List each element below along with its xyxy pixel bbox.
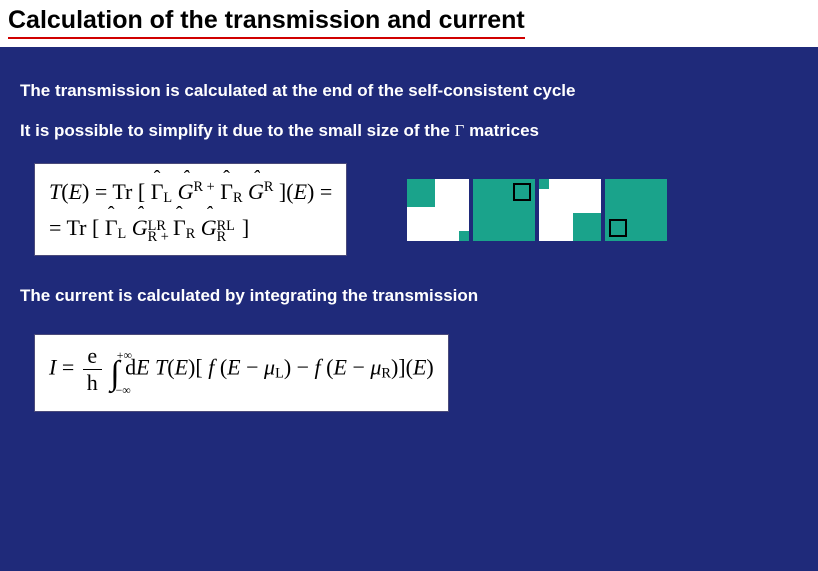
m1-block-br [459,231,469,241]
current-equation: I = e h ∫+∞−∞ dE T(E)[ f (E − μL) − f (E… [34,334,449,411]
eq1-gamma-L-sub: L [163,190,172,206]
eq1l2-G2-sub: RL [217,215,235,238]
m3-block-br [573,213,601,241]
m3-block-tl [539,179,549,189]
eq1l2-gamma-L: Γ [105,210,118,245]
eq2-ET: E T [136,355,167,380]
eq1l2-G2: G [201,210,217,245]
equation-row: T(E) = Tr [ ΓL GR + ΓR GR ](E) = = Tr [ … [0,163,818,256]
eq1l2-close: ] [242,215,249,240]
eq2-minus1: − [241,355,264,380]
eq1-lp: ( [61,179,68,204]
eq2-E2: E [227,355,240,380]
eq2-muR-sub: R [381,366,391,382]
eq1-gamma-R-sub: R [233,190,243,206]
eq2-rbr: )[ [188,355,203,380]
gamma-symbol: Γ [455,121,465,140]
eq2-lp3: ( [321,355,334,380]
eq1l2-gamma-R: Γ [173,210,186,245]
eq2-frac-num: e [83,345,102,370]
current-equation-wrap: I = e h ∫+∞−∞ dE T(E)[ f (E − μL) − f (E… [0,334,818,411]
eq2-lp2: ( [214,355,227,380]
eq1l2-G1-sub: LR [148,215,166,238]
eq1-E2: E [294,179,307,204]
eq1l2-gamma-R-sub: R [186,226,196,242]
eq1-E: E [69,179,82,204]
eq2-frac-den: h [83,370,102,394]
text-line-2: It is possible to simplify it due to the… [0,121,818,141]
eq2-E4: E [413,355,426,380]
eq2-minus2: − [347,355,370,380]
eq1-gamma-L: Γ [151,174,164,209]
eq2-eq: = [56,355,79,380]
eq1l2-gamma-L-sub: L [118,226,127,242]
line2-pre: It is possible to simplify it due to the… [20,121,455,140]
m4-outline-bl [609,219,627,237]
eq1-G2-sup: R [264,179,274,195]
matrix-4 [605,179,667,241]
eq2-close: )]( [391,355,413,380]
matrix-2 [473,179,535,241]
eq2-E3: E [334,355,347,380]
eq2-E1: E [175,355,188,380]
matrix-1 [407,179,469,241]
eq1-T: T [49,179,61,204]
eq2-int-top: +∞ [117,346,132,365]
eq2-muR: μ [370,355,381,380]
eq1l2-G1: G [132,210,148,245]
matrix-diagram [407,179,667,241]
eq1-G1-sup: R + [194,179,215,195]
eq2-muL: μ [264,355,275,380]
eq2-end: ) [426,355,433,380]
transmission-equation: T(E) = Tr [ ΓL GR + ΓR GR ](E) = = Tr [ … [34,163,347,256]
text-line-3: The current is calculated by integrating… [0,286,818,306]
eq1l2-eqtr: = Tr [ [49,215,99,240]
eq1-end: ) = [307,179,332,204]
eq2-muL-sub: L [275,366,284,382]
m1-block-tl [407,179,435,207]
title-bar: Calculation of the transmission and curr… [0,0,818,47]
m2-outline-tr [513,183,531,201]
slide-title: Calculation of the transmission and curr… [8,6,525,39]
eq1-close: ]( [279,179,294,204]
line2-post: matrices [464,121,539,140]
matrix-3 [539,179,601,241]
eq2-fraction: e h [83,345,102,394]
eq2-lp1: ( [167,355,174,380]
eq2-mid: ) − [284,355,315,380]
eq1-gamma-R: Γ [220,174,233,209]
text-line-1: The transmission is calculated at the en… [0,81,818,101]
eq2-integral: ∫+∞−∞ [110,347,119,401]
eq1-G2: G [248,174,264,209]
eq2-int-bot: −∞ [116,381,131,400]
